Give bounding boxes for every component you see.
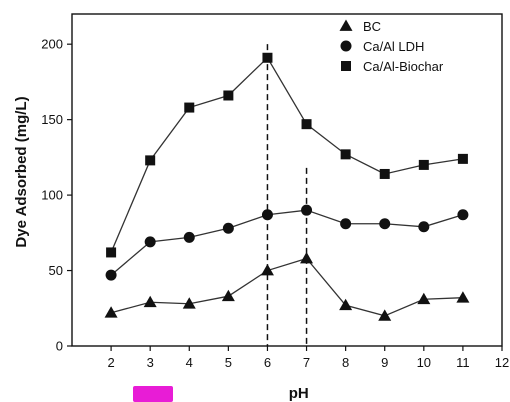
series-layer <box>104 52 470 321</box>
y-tick-label: 0 <box>56 339 63 354</box>
legend-marker-ca-al-biochar <box>341 61 351 71</box>
data-point-ca-al-biochar <box>301 119 312 130</box>
data-point-ca-al-ldh <box>105 269 117 281</box>
series-line-ca-al-ldh <box>110 209 464 276</box>
x-tick-label: 12 <box>495 355 509 370</box>
data-point-ca-al-biochar <box>262 52 273 63</box>
y-axis-title: Dye Adsorbed (mg/L) <box>13 96 30 247</box>
data-point-bc <box>378 309 392 321</box>
x-tick-label: 8 <box>342 355 349 370</box>
x-tick-label: 11 <box>456 355 470 370</box>
data-point-ca-al-ldh <box>340 218 352 230</box>
data-point-ca-al-ldh <box>261 209 273 221</box>
data-point-ca-al-biochar <box>223 90 234 101</box>
x-tick-label: 10 <box>417 355 431 370</box>
data-point-ca-al-ldh <box>144 236 156 248</box>
data-point-ca-al-ldh <box>301 204 313 216</box>
data-point-ca-al-ldh <box>183 231 195 243</box>
data-point-bc <box>339 298 353 311</box>
x-tick-label: 2 <box>107 355 114 370</box>
data-point-ca-al-biochar <box>457 153 468 164</box>
data-point-ca-al-ldh <box>222 222 234 234</box>
data-point-ca-al-biochar <box>184 102 195 113</box>
legend-marker-ca-al-ldh <box>340 40 352 52</box>
x-tick-label: 7 <box>303 355 310 370</box>
data-point-ca-al-ldh <box>457 209 469 221</box>
reference-lines <box>266 44 308 346</box>
data-point-bc <box>260 264 274 276</box>
series-line-ca-al-biochar <box>110 56 464 253</box>
legend-marker-bc <box>339 19 353 31</box>
x-tick-label: 6 <box>264 355 271 370</box>
legend-label-ca-al-biochar: Ca/Al-Biochar <box>363 59 444 74</box>
data-point-bc <box>104 306 118 318</box>
x-tick-label: 5 <box>225 355 232 370</box>
y-tick-label: 100 <box>41 188 63 203</box>
figure-badge <box>133 386 173 402</box>
x-tick-label: 3 <box>147 355 154 370</box>
series-line-bc <box>110 257 463 317</box>
data-point-ca-al-biochar <box>418 159 429 170</box>
series-ca-al-biochar <box>106 52 468 258</box>
y-tick-label: 50 <box>49 263 63 278</box>
data-point-ca-al-biochar <box>340 149 351 160</box>
x-axis-title: pH <box>289 385 309 402</box>
y-tick-label: 150 <box>41 112 63 127</box>
data-point-ca-al-biochar <box>106 247 117 258</box>
data-point-bc <box>143 295 157 308</box>
data-point-ca-al-ldh <box>379 218 391 230</box>
series-ca-al-ldh <box>105 204 469 281</box>
x-tick-label: 9 <box>381 355 388 370</box>
legend-label-bc: BC <box>363 19 381 34</box>
data-point-bc <box>456 291 470 303</box>
legend: BC Ca/Al LDH Ca/Al-Biochar <box>339 19 444 74</box>
data-point-ca-al-ldh <box>418 221 430 233</box>
data-point-bc <box>182 297 196 309</box>
data-point-ca-al-biochar <box>145 155 156 166</box>
data-point-bc <box>300 251 314 264</box>
data-point-ca-al-biochar <box>379 168 390 179</box>
x-tick-label: 4 <box>186 355 193 370</box>
series-bc <box>104 251 470 321</box>
data-point-bc <box>221 289 235 302</box>
plot-frame <box>71 13 503 347</box>
y-tick-label: 200 <box>41 37 63 52</box>
data-point-bc <box>417 292 431 305</box>
axes: 2 3 4 5 6 7 8 9 10 11 12 0 50 100 150 200 <box>41 13 509 370</box>
legend-label-ca-al-ldh: Ca/Al LDH <box>363 39 424 54</box>
